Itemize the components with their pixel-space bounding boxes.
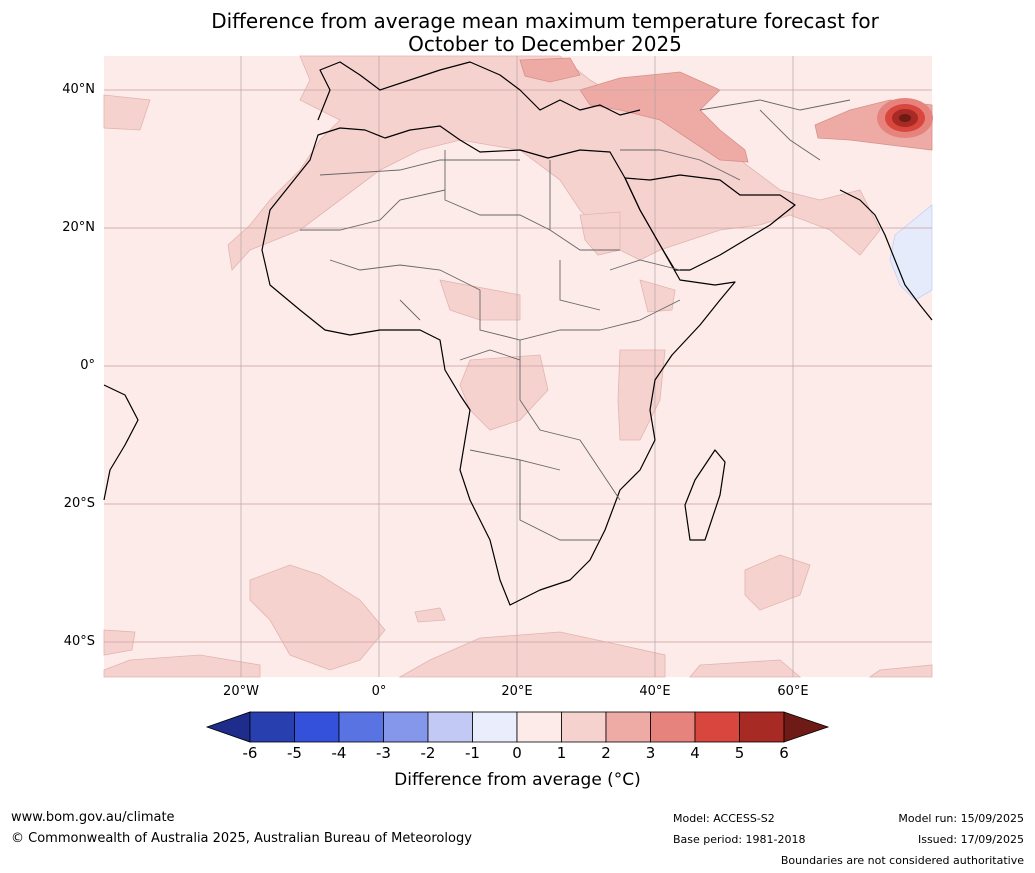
- coastlines: [103, 61, 933, 606]
- anomaly-hotspot: [877, 98, 933, 138]
- india-coastline: [839, 189, 933, 321]
- lon-label-20w: 20°W: [223, 684, 259, 699]
- footer-base-period: Base period: 1981-2018: [673, 833, 806, 846]
- colorbar-tick-label: -5: [287, 744, 302, 762]
- colorbar-tick-label: 1: [556, 744, 567, 762]
- footer-model-run: Model run: 15/09/2025: [898, 812, 1024, 825]
- footer-model: Model: ACCESS-S2: [673, 812, 775, 825]
- lon-label-40e: 40°E: [639, 684, 671, 699]
- country-borders: [300, 99, 851, 541]
- footer-issued: Issued: 17/09/2025: [917, 833, 1024, 846]
- colorbar-tick-label: -2: [420, 744, 436, 762]
- colorbar-tick-label: 6: [779, 744, 789, 762]
- europe-coastline: [317, 61, 641, 121]
- meridians: [240, 56, 794, 677]
- colorbar-tick-label: 0: [512, 744, 522, 762]
- lon-label-20e: 20°E: [501, 684, 533, 699]
- colorbar-tick-label: 5: [734, 744, 745, 762]
- lat-label-40s: 40°S: [63, 634, 95, 649]
- africa-coastline: [261, 125, 736, 606]
- madagascar-coastline: [684, 449, 726, 541]
- colorbar-tick-label: 4: [690, 744, 700, 762]
- footer-url[interactable]: www.bom.gov.au/climate: [11, 810, 175, 825]
- lat-label-20s: 20°S: [63, 496, 95, 511]
- arabia-coastline: [624, 174, 796, 271]
- footer-copyright: © Commonwealth of Australia 2025, Austra…: [11, 831, 472, 846]
- lon-label-0: 0°: [371, 684, 387, 699]
- map-title: Difference from average mean maximum tem…: [150, 10, 940, 56]
- colorbar-tick-label: 3: [645, 744, 656, 762]
- colorbar-tick-label: 2: [601, 744, 611, 762]
- colorbar-title: Difference from average (°C): [394, 770, 641, 790]
- graticule: [104, 89, 932, 643]
- title-line-2: October to December 2025: [408, 32, 682, 56]
- footer-disclaimer: Boundaries are not considered authoritat…: [780, 854, 1024, 867]
- south-america-coastline: [103, 384, 139, 501]
- cool-anomaly-region: [889, 204, 933, 301]
- hotspot-level-6: [899, 114, 911, 122]
- lon-label-60e: 60°E: [777, 684, 809, 699]
- colorbar-tick-label: -3: [376, 744, 391, 762]
- colorbar-tick-label: -6: [242, 744, 258, 762]
- title-line-1: Difference from average mean maximum tem…: [211, 9, 879, 33]
- lat-label-20n: 20°N: [62, 220, 95, 235]
- lat-label-40n: 40°N: [62, 82, 95, 97]
- lat-label-0: 0°: [80, 358, 95, 373]
- colorbar-tick-label: -1: [465, 744, 480, 762]
- colorbar-tick-label: -4: [331, 744, 347, 762]
